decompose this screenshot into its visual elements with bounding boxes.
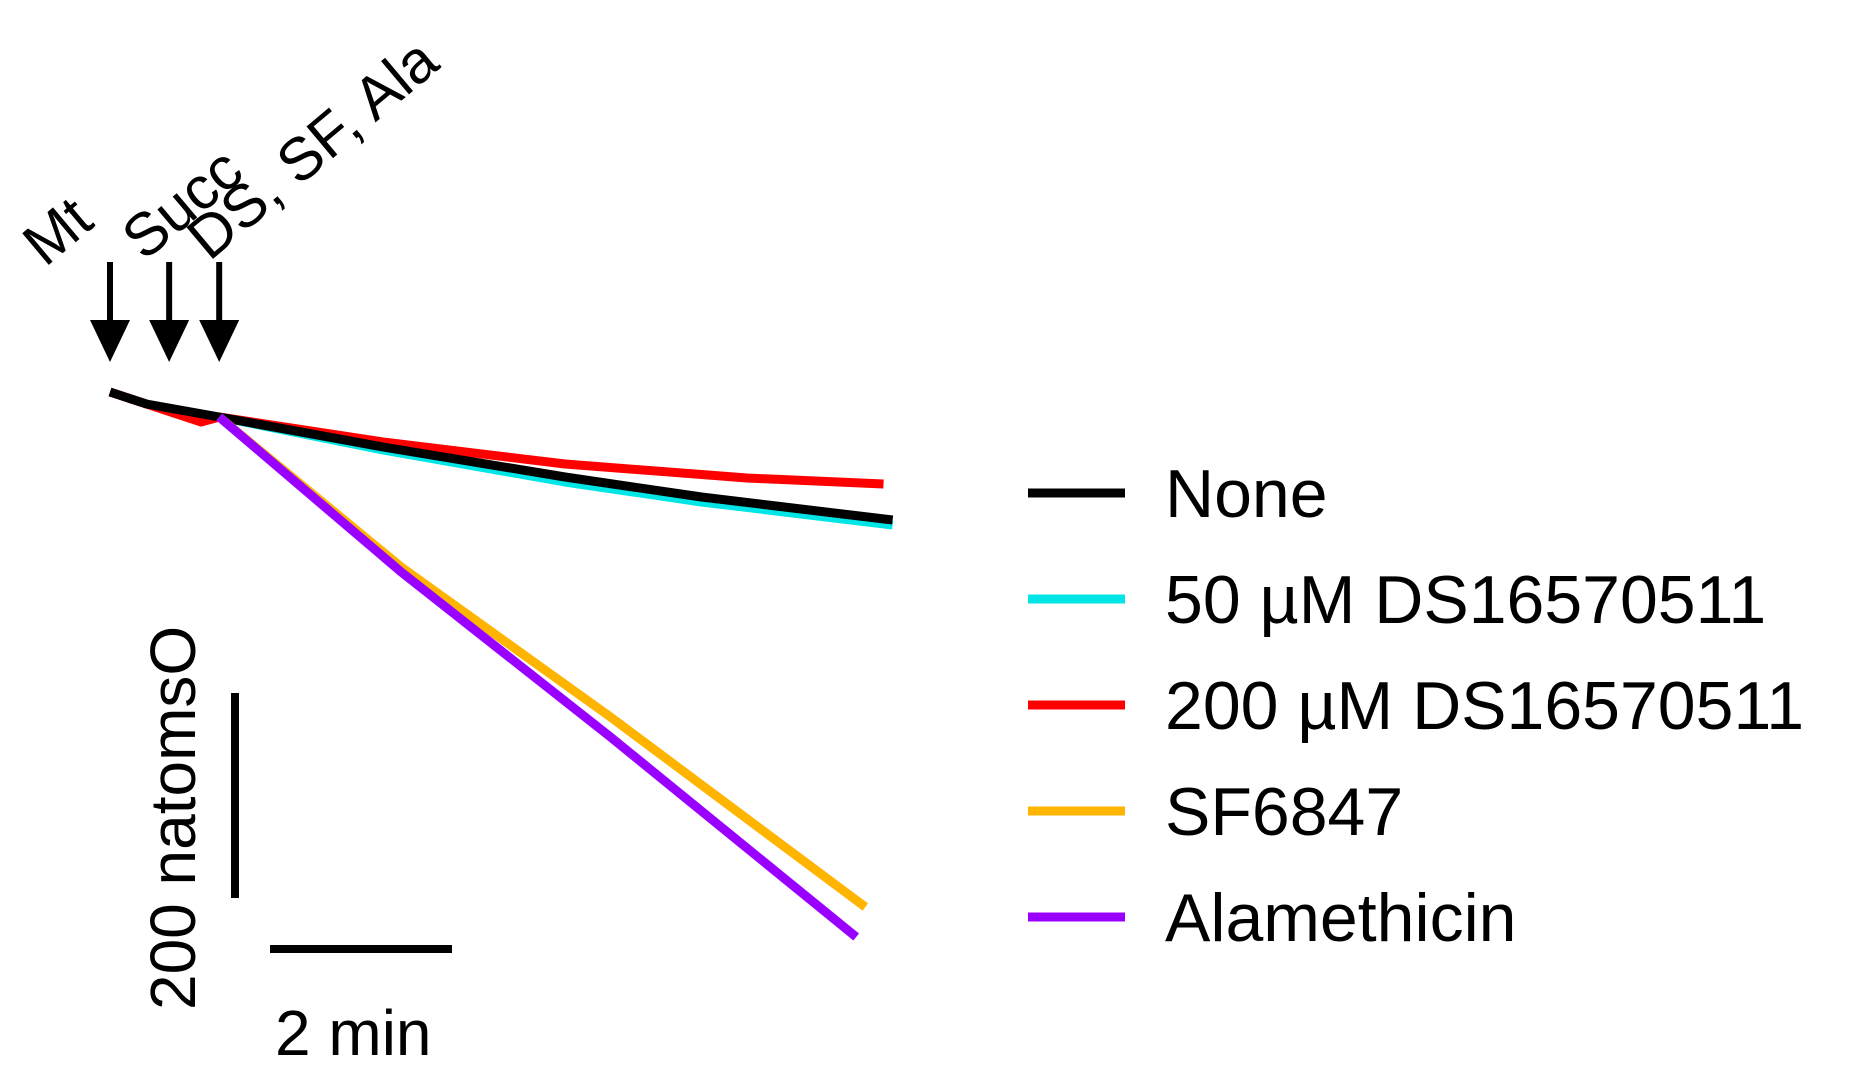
- x-scale-label: 2 min: [275, 997, 432, 1069]
- series-line-sf6847: [216, 413, 868, 911]
- arrow-head-icon: [199, 320, 240, 362]
- legend-label: 200 µM DS16570511: [1165, 668, 1804, 744]
- marker-ds-sf-ala: DS, SF, Ala: [174, 25, 451, 362]
- legend-entry-50-um-ds16570511: 50 µM DS16570511: [1028, 562, 1766, 638]
- legend-entry-none: None: [1028, 456, 1328, 532]
- legend: None 50 µM DS16570511 200 µM DS16570511 SF6…: [1028, 456, 1804, 956]
- legend-label: Alamethicin: [1165, 880, 1517, 956]
- arrow-head-icon: [149, 320, 190, 362]
- arrow-head-icon: [90, 320, 130, 362]
- series-line-none: [108, 387, 894, 525]
- legend-entry-200-um-ds16570511: 200 µM DS16570511: [1028, 668, 1804, 744]
- legend-entry-sf6847: SF6847: [1028, 774, 1403, 850]
- y-scale-label: 200 natomsO: [137, 626, 209, 1010]
- scale-bars: 200 natomsO 2 min: [137, 626, 452, 1069]
- legend-label: None: [1165, 456, 1328, 532]
- marker-mt: Mt: [10, 184, 130, 362]
- legend-label: SF6847: [1165, 774, 1403, 850]
- legend-entry-alamethicin: Alamethicin: [1028, 880, 1517, 956]
- trace-lines: [108, 387, 894, 941]
- marker-label: Mt: [10, 184, 104, 278]
- legend-label: 50 µM DS16570511: [1165, 562, 1766, 638]
- series-line-alamethicin: [216, 413, 860, 941]
